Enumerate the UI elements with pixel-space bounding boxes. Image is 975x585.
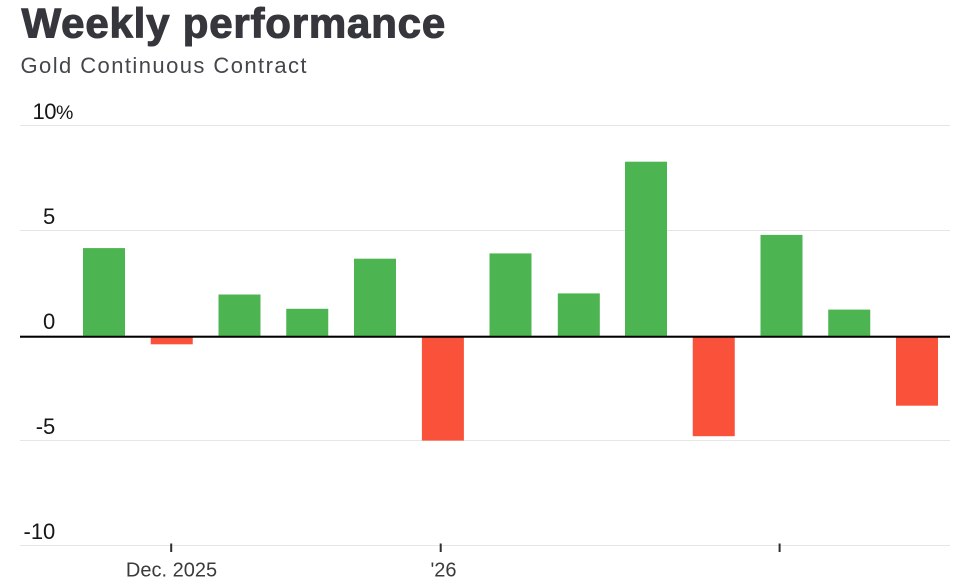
svg-text:Dec. 2025: Dec. 2025 <box>126 560 217 582</box>
svg-text:Gold Continuous Contract: Gold Continuous Contract <box>21 53 308 78</box>
svg-text:5: 5 <box>43 204 55 229</box>
svg-text:'26: '26 <box>430 560 456 582</box>
svg-text:0: 0 <box>43 309 55 334</box>
svg-text:-5: -5 <box>36 414 56 439</box>
svg-text:-10: -10 <box>24 519 56 544</box>
svg-text:10%: 10% <box>33 99 73 124</box>
svg-text:Weekly performance: Weekly performance <box>22 0 446 47</box>
